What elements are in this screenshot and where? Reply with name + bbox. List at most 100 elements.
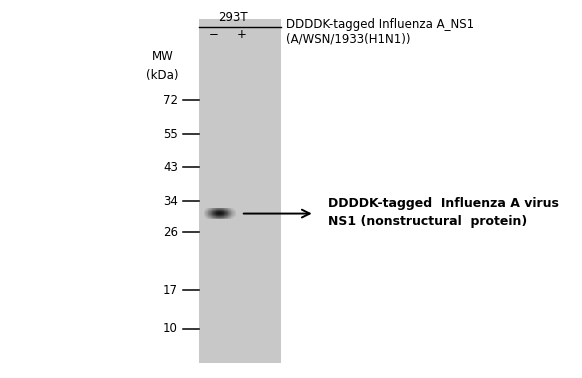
Bar bbox=[227, 209, 228, 210]
Bar bbox=[230, 208, 232, 209]
Bar bbox=[208, 217, 209, 218]
Bar bbox=[205, 211, 207, 212]
Text: 72: 72 bbox=[163, 94, 178, 107]
Bar bbox=[212, 212, 214, 213]
Text: NS1 (nonstructural  protein): NS1 (nonstructural protein) bbox=[328, 215, 527, 228]
Bar bbox=[222, 208, 223, 209]
Bar bbox=[207, 214, 208, 215]
Bar bbox=[218, 211, 219, 212]
Bar bbox=[212, 213, 214, 214]
Bar bbox=[213, 214, 214, 215]
Bar bbox=[235, 208, 236, 209]
Bar bbox=[230, 211, 232, 212]
Bar bbox=[204, 212, 205, 213]
Bar bbox=[225, 211, 226, 212]
Text: 55: 55 bbox=[163, 128, 178, 141]
Bar bbox=[215, 218, 216, 219]
Bar bbox=[208, 212, 209, 213]
Bar bbox=[225, 212, 226, 213]
Bar bbox=[212, 214, 214, 215]
Bar bbox=[208, 213, 209, 214]
Bar bbox=[204, 217, 205, 218]
Bar bbox=[230, 209, 231, 210]
Bar bbox=[217, 208, 218, 209]
Bar bbox=[225, 214, 226, 215]
Bar bbox=[219, 217, 220, 218]
Bar bbox=[228, 209, 229, 210]
Bar bbox=[219, 213, 221, 214]
Bar bbox=[233, 208, 234, 209]
Bar bbox=[234, 210, 235, 211]
Bar bbox=[204, 213, 205, 214]
Bar bbox=[221, 216, 222, 217]
Bar bbox=[230, 218, 231, 219]
Bar bbox=[228, 208, 229, 209]
Bar bbox=[223, 214, 224, 215]
Bar bbox=[217, 215, 218, 216]
Bar bbox=[230, 210, 231, 211]
Bar bbox=[212, 208, 213, 209]
Bar bbox=[228, 212, 229, 213]
Bar bbox=[223, 209, 225, 210]
Bar bbox=[217, 214, 218, 215]
Bar bbox=[235, 213, 236, 214]
Bar bbox=[217, 216, 218, 217]
Bar bbox=[211, 214, 212, 215]
Bar bbox=[225, 216, 226, 217]
Bar bbox=[215, 208, 217, 209]
Text: (kDa): (kDa) bbox=[146, 69, 179, 82]
Bar bbox=[230, 210, 232, 211]
Bar bbox=[222, 216, 223, 217]
Bar bbox=[212, 210, 214, 211]
Bar bbox=[221, 210, 222, 211]
Bar bbox=[219, 210, 220, 211]
Bar bbox=[224, 218, 225, 219]
Bar bbox=[211, 216, 212, 217]
Bar bbox=[230, 211, 231, 212]
Bar bbox=[228, 208, 229, 209]
Bar bbox=[230, 217, 231, 218]
Bar bbox=[219, 209, 221, 210]
Bar bbox=[217, 208, 218, 209]
Bar bbox=[225, 218, 226, 219]
Bar bbox=[224, 208, 225, 209]
Bar bbox=[223, 213, 224, 214]
Bar bbox=[206, 216, 207, 217]
Bar bbox=[212, 212, 213, 213]
Bar bbox=[227, 215, 228, 216]
Bar bbox=[225, 208, 226, 209]
Bar bbox=[212, 208, 213, 209]
Bar bbox=[215, 208, 216, 209]
Bar bbox=[233, 217, 234, 218]
Bar bbox=[224, 210, 225, 211]
Bar bbox=[233, 215, 234, 216]
Bar bbox=[234, 218, 235, 219]
Bar bbox=[232, 208, 233, 209]
Bar bbox=[223, 217, 224, 218]
Bar bbox=[215, 213, 217, 214]
Bar bbox=[219, 210, 221, 211]
Bar bbox=[211, 210, 212, 211]
Bar bbox=[217, 213, 218, 214]
Bar bbox=[204, 214, 205, 215]
Bar bbox=[227, 212, 228, 213]
Bar bbox=[215, 211, 217, 212]
Bar bbox=[228, 218, 229, 219]
Bar bbox=[233, 209, 234, 210]
Bar bbox=[221, 211, 222, 212]
Bar bbox=[234, 208, 235, 209]
Bar bbox=[204, 209, 205, 210]
Bar bbox=[224, 213, 225, 214]
Bar bbox=[225, 210, 226, 211]
Bar bbox=[223, 210, 224, 211]
Bar bbox=[208, 208, 209, 209]
Text: 17: 17 bbox=[163, 284, 178, 297]
Bar bbox=[224, 211, 225, 212]
Bar bbox=[232, 216, 233, 217]
Bar bbox=[219, 212, 221, 213]
Bar bbox=[224, 215, 225, 216]
Bar bbox=[206, 215, 207, 216]
Bar bbox=[223, 217, 225, 218]
Bar bbox=[232, 213, 233, 214]
Bar bbox=[223, 209, 224, 210]
